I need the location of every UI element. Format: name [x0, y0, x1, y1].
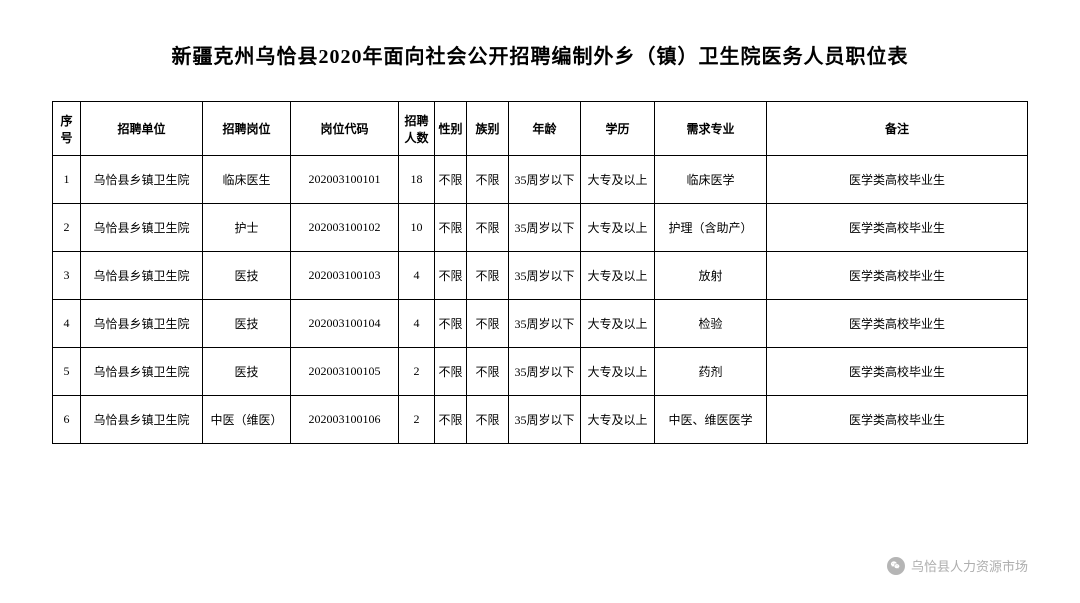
cell-seq: 5 — [53, 348, 81, 396]
cell-ethnic: 不限 — [467, 156, 509, 204]
col-header-unit: 招聘单位 — [81, 102, 203, 156]
cell-seq: 1 — [53, 156, 81, 204]
col-header-code: 岗位代码 — [291, 102, 399, 156]
cell-edu: 大专及以上 — [581, 156, 655, 204]
cell-code: 202003100101 — [291, 156, 399, 204]
wechat-icon — [887, 557, 905, 575]
cell-age: 35周岁以下 — [509, 396, 581, 444]
cell-age: 35周岁以下 — [509, 204, 581, 252]
cell-major: 检验 — [655, 300, 767, 348]
col-header-note: 备注 — [767, 102, 1028, 156]
cell-note: 医学类高校毕业生 — [767, 348, 1028, 396]
cell-unit: 乌恰县乡镇卫生院 — [81, 348, 203, 396]
cell-gender: 不限 — [435, 348, 467, 396]
col-header-age: 年龄 — [509, 102, 581, 156]
cell-count: 18 — [399, 156, 435, 204]
col-header-position: 招聘岗位 — [203, 102, 291, 156]
cell-edu: 大专及以上 — [581, 396, 655, 444]
cell-gender: 不限 — [435, 204, 467, 252]
cell-unit: 乌恰县乡镇卫生院 — [81, 252, 203, 300]
col-header-major: 需求专业 — [655, 102, 767, 156]
cell-unit: 乌恰县乡镇卫生院 — [81, 204, 203, 252]
cell-edu: 大专及以上 — [581, 204, 655, 252]
cell-count: 10 — [399, 204, 435, 252]
cell-note: 医学类高校毕业生 — [767, 156, 1028, 204]
cell-count: 2 — [399, 348, 435, 396]
cell-age: 35周岁以下 — [509, 348, 581, 396]
cell-age: 35周岁以下 — [509, 252, 581, 300]
cell-note: 医学类高校毕业生 — [767, 300, 1028, 348]
cell-unit: 乌恰县乡镇卫生院 — [81, 156, 203, 204]
cell-count: 4 — [399, 252, 435, 300]
cell-edu: 大专及以上 — [581, 300, 655, 348]
cell-gender: 不限 — [435, 300, 467, 348]
cell-age: 35周岁以下 — [509, 156, 581, 204]
col-header-seq: 序号 — [53, 102, 81, 156]
col-header-gender: 性别 — [435, 102, 467, 156]
cell-code: 202003100102 — [291, 204, 399, 252]
table-row: 1乌恰县乡镇卫生院临床医生20200310010118不限不限35周岁以下大专及… — [53, 156, 1028, 204]
cell-count: 4 — [399, 300, 435, 348]
table-row: 3乌恰县乡镇卫生院医技2020031001034不限不限35周岁以下大专及以上放… — [53, 252, 1028, 300]
cell-ethnic: 不限 — [467, 348, 509, 396]
cell-count: 2 — [399, 396, 435, 444]
table-row: 6乌恰县乡镇卫生院中医（维医）2020031001062不限不限35周岁以下大专… — [53, 396, 1028, 444]
cell-note: 医学类高校毕业生 — [767, 396, 1028, 444]
watermark-text: 乌恰县人力资源市场 — [911, 556, 1028, 575]
cell-ethnic: 不限 — [467, 252, 509, 300]
cell-edu: 大专及以上 — [581, 252, 655, 300]
cell-code: 202003100106 — [291, 396, 399, 444]
cell-ethnic: 不限 — [467, 300, 509, 348]
col-header-ethnic: 族别 — [467, 102, 509, 156]
cell-code: 202003100105 — [291, 348, 399, 396]
cell-major: 药剂 — [655, 348, 767, 396]
cell-major: 护理（含助产） — [655, 204, 767, 252]
table-header-row: 序号 招聘单位 招聘岗位 岗位代码 招聘人数 性别 族别 年龄 学历 需求专业 … — [53, 102, 1028, 156]
cell-seq: 3 — [53, 252, 81, 300]
cell-major: 放射 — [655, 252, 767, 300]
cell-code: 202003100103 — [291, 252, 399, 300]
cell-ethnic: 不限 — [467, 396, 509, 444]
cell-major: 临床医学 — [655, 156, 767, 204]
cell-seq: 4 — [53, 300, 81, 348]
cell-position: 护士 — [203, 204, 291, 252]
cell-gender: 不限 — [435, 156, 467, 204]
recruitment-table: 序号 招聘单位 招聘岗位 岗位代码 招聘人数 性别 族别 年龄 学历 需求专业 … — [52, 101, 1028, 444]
col-header-edu: 学历 — [581, 102, 655, 156]
col-header-count: 招聘人数 — [399, 102, 435, 156]
table-row: 5乌恰县乡镇卫生院医技2020031001052不限不限35周岁以下大专及以上药… — [53, 348, 1028, 396]
cell-position: 医技 — [203, 300, 291, 348]
cell-position: 医技 — [203, 252, 291, 300]
cell-unit: 乌恰县乡镇卫生院 — [81, 396, 203, 444]
watermark: 乌恰县人力资源市场 — [887, 556, 1028, 575]
cell-code: 202003100104 — [291, 300, 399, 348]
cell-unit: 乌恰县乡镇卫生院 — [81, 300, 203, 348]
table-row: 4乌恰县乡镇卫生院医技2020031001044不限不限35周岁以下大专及以上检… — [53, 300, 1028, 348]
cell-age: 35周岁以下 — [509, 300, 581, 348]
cell-seq: 2 — [53, 204, 81, 252]
cell-seq: 6 — [53, 396, 81, 444]
cell-ethnic: 不限 — [467, 204, 509, 252]
cell-major: 中医、维医医学 — [655, 396, 767, 444]
page-title: 新疆克州乌恰县2020年面向社会公开招聘编制外乡（镇）卫生院医务人员职位表 — [52, 40, 1028, 69]
cell-note: 医学类高校毕业生 — [767, 252, 1028, 300]
cell-edu: 大专及以上 — [581, 348, 655, 396]
cell-note: 医学类高校毕业生 — [767, 204, 1028, 252]
cell-gender: 不限 — [435, 252, 467, 300]
cell-position: 中医（维医） — [203, 396, 291, 444]
cell-position: 医技 — [203, 348, 291, 396]
cell-gender: 不限 — [435, 396, 467, 444]
table-row: 2乌恰县乡镇卫生院护士20200310010210不限不限35周岁以下大专及以上… — [53, 204, 1028, 252]
cell-position: 临床医生 — [203, 156, 291, 204]
